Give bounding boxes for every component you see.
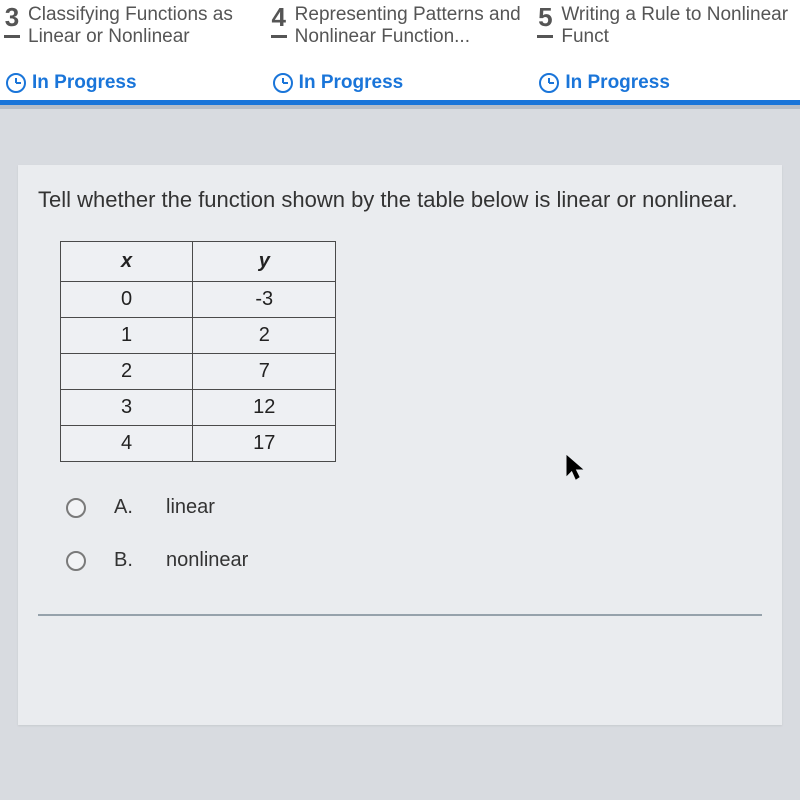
clock-icon	[6, 73, 26, 93]
option-text: linear	[166, 496, 215, 519]
lesson-number: 3	[5, 4, 19, 30]
cell-x: 3	[61, 390, 193, 426]
answer-options: A. linear B. nonlinear	[66, 496, 762, 572]
clock-icon	[273, 73, 293, 93]
lesson-number: 4	[271, 4, 285, 30]
lesson-tab-4[interactable]: 4 Representing Patterns and Nonlinear Fu…	[267, 0, 534, 100]
radio-icon[interactable]	[66, 551, 86, 571]
lesson-number: 5	[538, 4, 552, 30]
cell-y: 17	[193, 426, 336, 462]
col-header-x: x	[61, 242, 193, 282]
table-row: 3 12	[61, 390, 336, 426]
status-label: In Progress	[299, 72, 404, 94]
clock-icon	[539, 73, 559, 93]
dash-icon	[537, 35, 553, 38]
table-row: 1 2	[61, 318, 336, 354]
lesson-tabs-bar: 3 Classifying Functions as Linear or Non…	[0, 0, 800, 105]
cell-y: 12	[193, 390, 336, 426]
function-table: x y 0 -3 1 2 2 7 3 12	[60, 241, 336, 462]
divider	[38, 614, 762, 616]
cell-x: 4	[61, 426, 193, 462]
radio-icon[interactable]	[66, 498, 86, 518]
lesson-tab-3[interactable]: 3 Classifying Functions as Linear or Non…	[0, 0, 267, 100]
lesson-status: In Progress	[4, 72, 257, 94]
table-row: 4 17	[61, 426, 336, 462]
option-b[interactable]: B. nonlinear	[66, 549, 762, 572]
cell-y: 2	[193, 318, 336, 354]
option-letter: A.	[114, 496, 138, 519]
dash-icon	[4, 35, 20, 38]
table-row: 0 -3	[61, 282, 336, 318]
cell-x: 1	[61, 318, 193, 354]
lesson-title: Representing Patterns and Nonlinear Func…	[295, 4, 524, 48]
question-card: Tell whether the function shown by the t…	[18, 165, 782, 725]
col-header-y: y	[193, 242, 336, 282]
dash-icon	[271, 35, 287, 38]
option-text: nonlinear	[166, 549, 248, 572]
option-a[interactable]: A. linear	[66, 496, 762, 519]
cell-y: -3	[193, 282, 336, 318]
lesson-title: Classifying Functions as Linear or Nonli…	[28, 4, 257, 48]
lesson-status: In Progress	[537, 72, 790, 94]
cell-y: 7	[193, 354, 336, 390]
lesson-status: In Progress	[271, 72, 524, 94]
table-row: 2 7	[61, 354, 336, 390]
lesson-title: Writing a Rule to Nonlinear Funct	[561, 4, 790, 48]
question-text: Tell whether the function shown by the t…	[38, 187, 762, 213]
lesson-tab-5[interactable]: 5 Writing a Rule to Nonlinear Funct In P…	[533, 0, 800, 100]
option-letter: B.	[114, 549, 138, 572]
status-label: In Progress	[565, 72, 670, 94]
cell-x: 2	[61, 354, 193, 390]
cell-x: 0	[61, 282, 193, 318]
status-label: In Progress	[32, 72, 137, 94]
page-area: Tell whether the function shown by the t…	[0, 105, 800, 743]
